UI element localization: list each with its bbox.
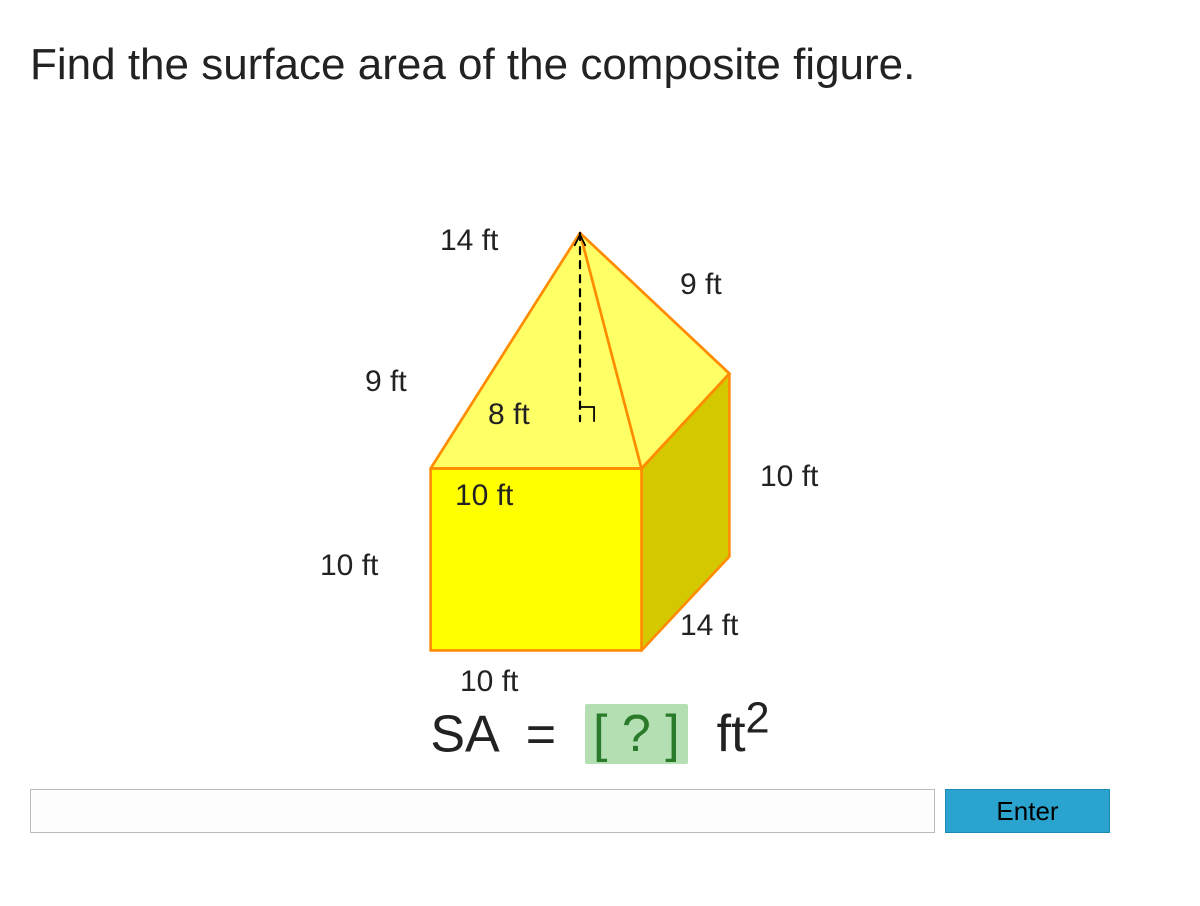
label-front-left-slant: 9 ft <box>365 365 407 399</box>
label-pyramid-height: 8 ft <box>488 398 530 432</box>
page-title: Find the surface area of the composite f… <box>30 40 1170 90</box>
equation-equals: = <box>526 705 556 763</box>
answer-placeholder: [ ? ] <box>585 704 688 764</box>
composite-figure: 14 ft 9 ft 9 ft 8 ft 10 ft 10 ft 10 ft 1… <box>30 110 1130 690</box>
equation-unit: ft2 <box>717 705 770 763</box>
enter-button[interactable]: Enter <box>945 789 1110 833</box>
equation: SA = [ ? ] ft2 <box>30 695 1170 764</box>
equation-lhs: SA <box>430 705 497 763</box>
label-top-left-slant: 14 ft <box>440 224 498 258</box>
answer-input[interactable] <box>30 789 935 833</box>
label-base-left-height: 10 ft <box>320 549 378 583</box>
label-base-bottom: 10 ft <box>460 665 518 699</box>
label-base-right-length: 14 ft <box>680 609 738 643</box>
label-top-right-slant: 9 ft <box>680 268 722 302</box>
label-base-front-top: 10 ft <box>455 479 513 513</box>
label-base-right-depth: 10 ft <box>760 460 818 494</box>
